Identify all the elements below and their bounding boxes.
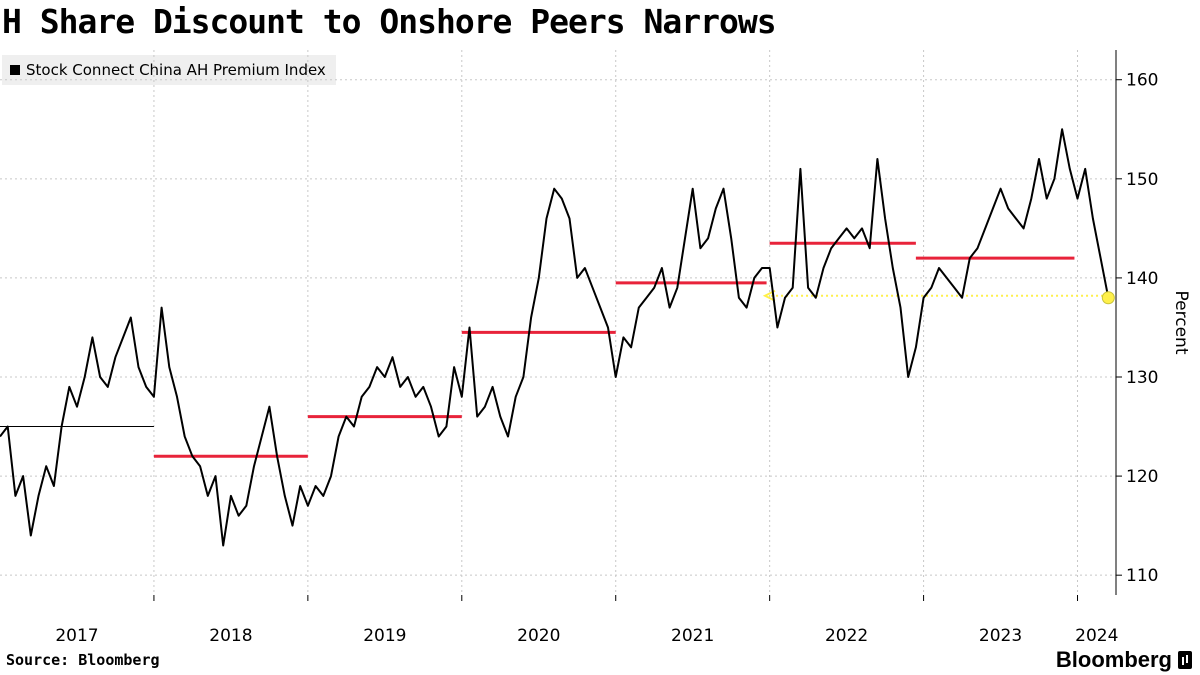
y-tick-label-160: 160: [1126, 71, 1158, 91]
x-tick-label-2024: 2024: [1075, 626, 1118, 646]
x-tick-label-2023: 2023: [979, 626, 1022, 646]
x-tick-label-2021: 2021: [671, 626, 714, 646]
brand-logo: Bloomberg: [1056, 647, 1192, 673]
x-tick-label-2019: 2019: [363, 626, 406, 646]
x-tick-label-2017: 2017: [55, 626, 98, 646]
y-tick-label-150: 150: [1126, 170, 1158, 190]
latest-marker-dot: [1101, 291, 1115, 305]
grid: [0, 50, 1116, 595]
annual-averages: [0, 241, 1075, 458]
y-tick-label-140: 140: [1126, 269, 1158, 289]
y-axis-label: Percent: [1171, 291, 1191, 355]
brand-text: Bloomberg: [1055, 647, 1172, 672]
x-tick-label-2022: 2022: [825, 626, 868, 646]
y-tick-label-120: 120: [1126, 467, 1158, 487]
y-tick-label-110: 110: [1126, 566, 1158, 586]
x-tick-label-2018: 2018: [209, 626, 252, 646]
source-note: Source: Bloomberg: [6, 651, 160, 669]
latest-level: [762, 289, 1109, 302]
legend-swatch-icon: [10, 65, 20, 75]
legend-label: Stock Connect China AH Premium Index: [26, 61, 326, 79]
latest-level-arrow: [762, 289, 776, 302]
bloomberg-terminal-icon: [1178, 651, 1192, 669]
x-tick-label-2020: 2020: [517, 626, 560, 646]
y-tick-label-130: 130: [1126, 368, 1158, 388]
series-line: [0, 128, 1110, 547]
axes: 110 120 130 140 150 160 2017 2018 2019 2020 2021 20…: [55, 50, 1191, 646]
chart-title: H Share Discount to Onshore Peers Narrow…: [2, 2, 777, 41]
latest-marker: [1101, 291, 1115, 305]
